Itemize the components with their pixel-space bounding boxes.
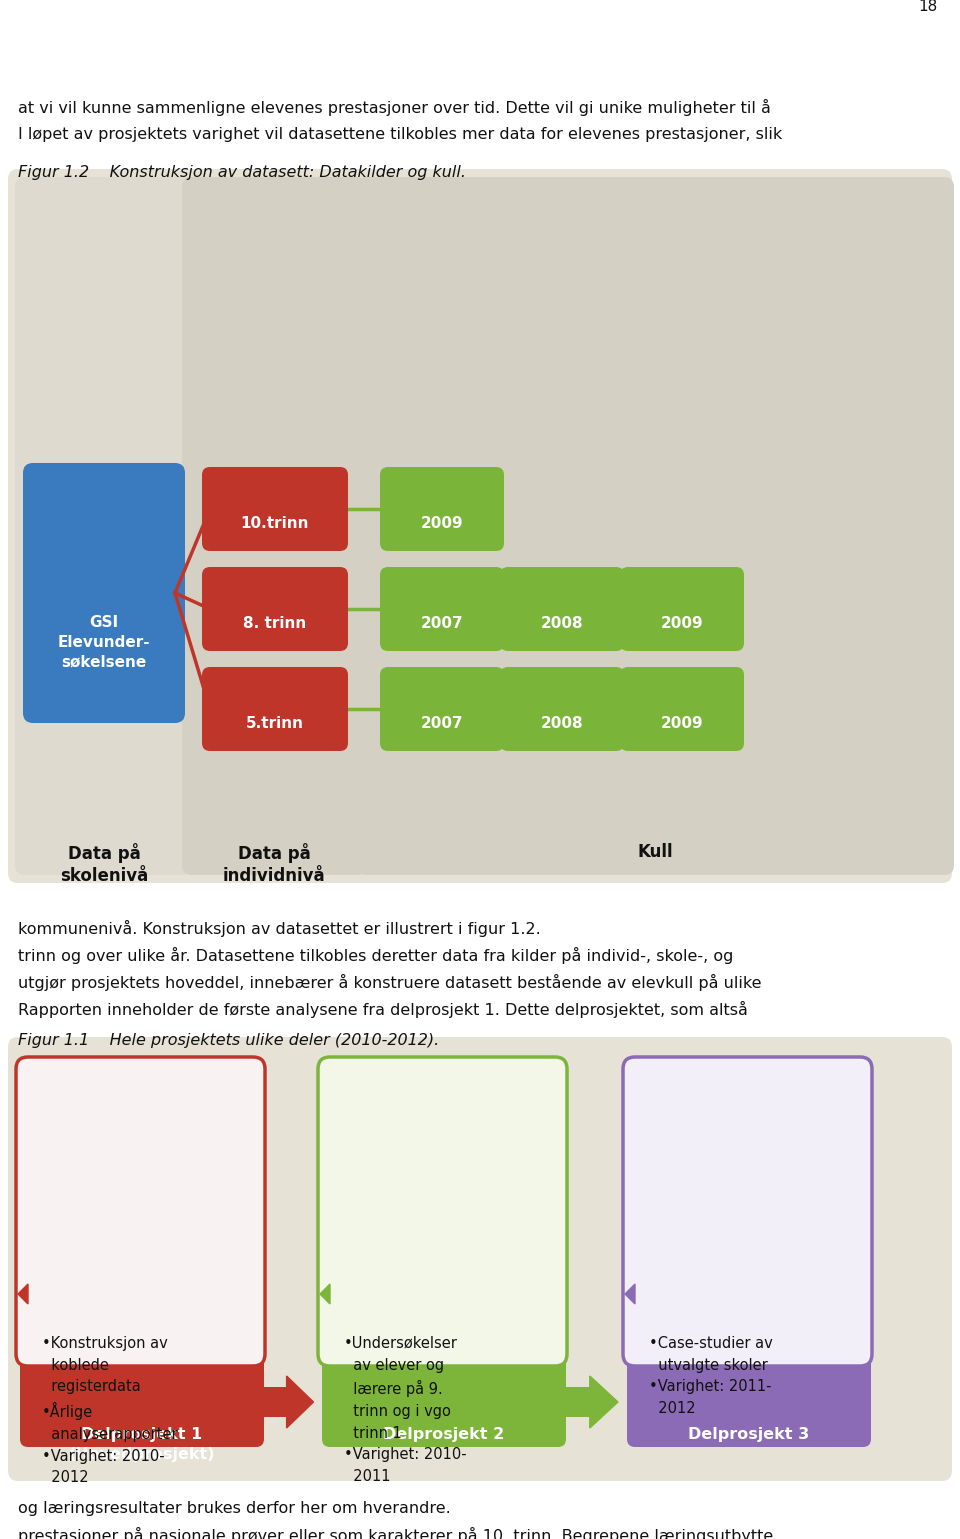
Text: Kull: Kull (637, 843, 673, 860)
FancyBboxPatch shape (380, 566, 504, 651)
Text: at vi vil kunne sammenligne elevenes prestasjoner over tid. Dette vil gi unike m: at vi vil kunne sammenligne elevenes pre… (18, 98, 771, 115)
FancyArrow shape (563, 1376, 618, 1428)
Polygon shape (625, 1284, 635, 1304)
Text: 2007: 2007 (420, 716, 464, 731)
Text: 8. trinn: 8. trinn (244, 616, 306, 631)
FancyBboxPatch shape (380, 466, 504, 551)
Text: 2009: 2009 (660, 616, 704, 631)
Text: Figur 1.1    Hele prosjektets ulike deler (2010-2012).: Figur 1.1 Hele prosjektets ulike deler (… (18, 1033, 440, 1048)
Text: Data på
individnivå: Data på individnivå (223, 843, 325, 885)
FancyBboxPatch shape (23, 463, 185, 723)
FancyArrow shape (261, 1376, 314, 1428)
Text: Data på
skolenivå: Data på skolenivå (60, 843, 148, 885)
Text: 2008: 2008 (540, 716, 584, 731)
Text: •Case-studier av
  utvalgte skoler
•Varighet: 2011-
  2012: •Case-studier av utvalgte skoler •Varigh… (649, 1336, 773, 1416)
Text: Figur 1.2    Konstruksjon av datasett: Datakilder og kull.: Figur 1.2 Konstruksjon av datasett: Data… (18, 165, 466, 180)
FancyBboxPatch shape (202, 466, 348, 551)
Text: prestasjoner på nasjonale prøver eller som karakterer på 10. trinn. Begrepene læ: prestasjoner på nasjonale prøver eller s… (18, 1527, 773, 1539)
Text: kommunenivå. Konstruksjon av datasettet er illustrert i figur 1.2.: kommunenivå. Konstruksjon av datasettet … (18, 920, 540, 937)
Text: •Undersøkelser
  av elever og
  lærere på 9.
  trinn og i vgo
  trinn 1
•Varighe: •Undersøkelser av elever og lærere på 9.… (344, 1336, 467, 1484)
FancyBboxPatch shape (620, 566, 744, 651)
Text: 10.trinn: 10.trinn (241, 516, 309, 531)
FancyBboxPatch shape (322, 1356, 566, 1447)
Polygon shape (18, 1284, 28, 1304)
FancyBboxPatch shape (627, 1356, 871, 1447)
Text: 18: 18 (919, 0, 938, 14)
FancyBboxPatch shape (500, 566, 624, 651)
Text: 5.trinn: 5.trinn (246, 716, 304, 731)
Text: •Konstruksjon av
  koblede
  registerdata
•Årlige
  analyserapporter
•Varighet: : •Konstruksjon av koblede registerdata •Å… (42, 1336, 178, 1485)
FancyBboxPatch shape (202, 666, 348, 751)
FancyBboxPatch shape (8, 1037, 952, 1481)
FancyBboxPatch shape (15, 177, 193, 876)
Text: 2009: 2009 (420, 516, 464, 531)
Text: 2009: 2009 (660, 716, 704, 731)
FancyBboxPatch shape (16, 1057, 265, 1367)
FancyBboxPatch shape (20, 1356, 264, 1447)
FancyBboxPatch shape (380, 666, 504, 751)
Text: Rapporten inneholder de første analysene fra delprosjekt 1. Dette delprosjektet,: Rapporten inneholder de første analysene… (18, 1000, 748, 1017)
Polygon shape (320, 1284, 330, 1304)
Text: Delprosjekt 2: Delprosjekt 2 (383, 1427, 505, 1442)
Text: I løpet av prosjektets varighet vil datasettene tilkobles mer data for elevenes : I løpet av prosjektets varighet vil data… (18, 128, 782, 142)
Text: trinn og over ulike år. Datasettene tilkobles deretter data fra kilder på indivi: trinn og over ulike år. Datasettene tilk… (18, 946, 733, 963)
Text: 2007: 2007 (420, 616, 464, 631)
FancyBboxPatch shape (356, 177, 954, 876)
Text: Delprosjekt 3: Delprosjekt 3 (688, 1427, 809, 1442)
FancyBboxPatch shape (623, 1057, 872, 1367)
FancyBboxPatch shape (8, 169, 952, 883)
Text: GSI
Elevunder-
søkelsene: GSI Elevunder- søkelsene (58, 616, 151, 669)
FancyBboxPatch shape (182, 177, 367, 876)
FancyBboxPatch shape (500, 666, 624, 751)
FancyBboxPatch shape (202, 566, 348, 651)
Text: og læringsresultater brukes derfor her om hverandre.: og læringsresultater brukes derfor her o… (18, 1501, 451, 1516)
Text: utgjør prosjektets hoveddel, innebærer å konstruere datasett bestående av elevku: utgjør prosjektets hoveddel, innebærer å… (18, 974, 761, 991)
Text: Delprosjekt 1
(Hovedprosjekt): Delprosjekt 1 (Hovedprosjekt) (69, 1427, 215, 1462)
FancyBboxPatch shape (318, 1057, 567, 1367)
FancyBboxPatch shape (620, 666, 744, 751)
Text: 2008: 2008 (540, 616, 584, 631)
